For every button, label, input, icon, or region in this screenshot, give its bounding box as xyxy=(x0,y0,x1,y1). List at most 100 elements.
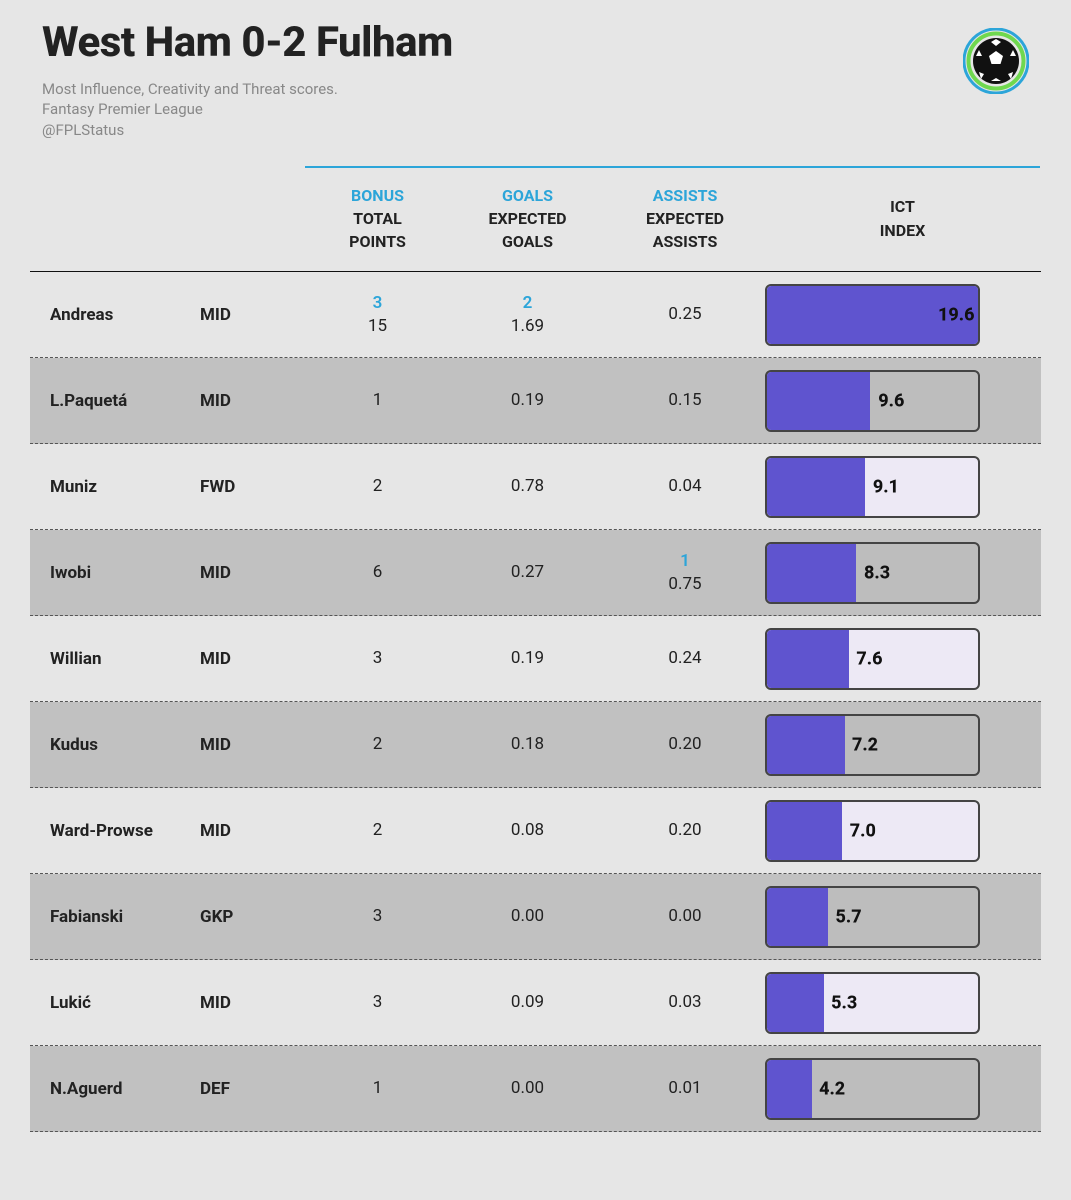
ict-value: 7.6 xyxy=(856,648,882,669)
player-position: MID xyxy=(200,305,305,325)
table-row: L.PaquetáMID10.190.159.6 xyxy=(30,358,1041,444)
col-header-goals: GOALS EXPECTED GOALS xyxy=(450,184,605,254)
ict-value: 7.0 xyxy=(850,820,876,841)
ict-bar-fill xyxy=(767,716,845,774)
bonus-points-cell: 315 xyxy=(305,292,450,338)
player-position: MID xyxy=(200,993,305,1013)
col-header-assists-l2: EXPECTED xyxy=(646,209,724,228)
ict-bar: 8.3 xyxy=(765,542,980,604)
player-position: DEF xyxy=(200,1079,305,1099)
player-name: Lukić xyxy=(30,993,200,1013)
player-name: Kudus xyxy=(30,735,200,755)
header: West Ham 0-2 Fulham Most Influence, Crea… xyxy=(30,0,1041,166)
goals-xg-cell-value: 0.08 xyxy=(450,819,605,842)
bonus-points-cell: 3 xyxy=(305,905,450,928)
ict-bar: 4.2 xyxy=(765,1058,980,1120)
player-position: MID xyxy=(200,391,305,411)
ict-value: 7.2 xyxy=(852,734,878,755)
assists-xa-cell-value: 0.01 xyxy=(605,1077,765,1100)
ict-bar: 7.0 xyxy=(765,800,980,862)
goals-xg-cell-value: 0.00 xyxy=(450,905,605,928)
assists-xa-cell-value: 0.20 xyxy=(605,733,765,756)
col-header-ict-l2: INDEX xyxy=(880,221,926,240)
goals-xg-cell: 0.09 xyxy=(450,991,605,1014)
player-name: Fabianski xyxy=(30,907,200,927)
bonus-points-cell-value: 2 xyxy=(305,475,450,498)
col-header-bonus: BONUS TOTAL POINTS xyxy=(305,184,450,254)
bonus-points-cell-value: 2 xyxy=(305,733,450,756)
bonus-points-cell: 2 xyxy=(305,733,450,756)
goals-xg-cell-value: 0.78 xyxy=(450,475,605,498)
assists-xa-cell: 0.03 xyxy=(605,991,765,1014)
ict-bar: 9.6 xyxy=(765,370,980,432)
header-text-block: West Ham 0-2 Fulham Most Influence, Crea… xyxy=(42,18,963,140)
ict-bar-cell: 8.3 xyxy=(765,542,1040,604)
ict-bar-fill xyxy=(767,974,824,1032)
table-header-rule xyxy=(30,166,1041,168)
player-position: FWD xyxy=(200,477,305,497)
goals-xg-cell: 0.00 xyxy=(450,905,605,928)
player-name: Ward-Prowse xyxy=(30,821,200,841)
assists-xa-cell: 0.24 xyxy=(605,647,765,670)
football-logo-icon xyxy=(963,28,1029,94)
ict-value: 5.7 xyxy=(836,906,862,927)
stats-table: BONUS TOTAL POINTS GOALS EXPECTED GOALS … xyxy=(30,166,1041,1133)
ict-bar-cell: 5.3 xyxy=(765,972,1040,1034)
assists-xa-cell: 0.15 xyxy=(605,389,765,412)
player-name: L.Paquetá xyxy=(30,391,200,411)
assists-xa-cell: 0.01 xyxy=(605,1077,765,1100)
col-header-bonus-l2: TOTAL xyxy=(353,209,402,228)
table-row: FabianskiGKP30.000.005.7 xyxy=(30,874,1041,960)
ict-bar-cell: 9.6 xyxy=(765,370,1040,432)
player-position: MID xyxy=(200,563,305,583)
subtitle: Most Influence, Creativity and Threat sc… xyxy=(42,79,963,140)
player-name: Andreas xyxy=(30,305,200,325)
assists-xa-cell-value: 0.20 xyxy=(605,819,765,842)
assists-xa-cell-value: 0.03 xyxy=(605,991,765,1014)
assists-xa-cell: 0.04 xyxy=(605,475,765,498)
goals-xg-cell-value: 0.19 xyxy=(450,389,605,412)
goals-xg-cell-value: 1.69 xyxy=(450,315,605,338)
ict-bar: 5.3 xyxy=(765,972,980,1034)
goals-xg-cell: 0.00 xyxy=(450,1077,605,1100)
bonus-points-cell: 2 xyxy=(305,819,450,842)
ict-bar-fill xyxy=(767,544,856,602)
bonus-points-cell-value: 15 xyxy=(305,315,450,338)
bonus-points-cell-accent: 3 xyxy=(305,292,450,315)
goals-xg-cell: 0.19 xyxy=(450,389,605,412)
goals-xg-cell-value: 0.27 xyxy=(450,561,605,584)
ict-bar: 19.6 xyxy=(765,284,980,346)
assists-xa-cell-value: 0.24 xyxy=(605,647,765,670)
ict-bar-cell: 4.2 xyxy=(765,1058,1040,1120)
table-header-row: BONUS TOTAL POINTS GOALS EXPECTED GOALS … xyxy=(30,168,1041,273)
col-header-assists: ASSISTS EXPECTED ASSISTS xyxy=(605,184,765,254)
table-row: WillianMID30.190.247.6 xyxy=(30,616,1041,702)
goals-xg-cell: 0.08 xyxy=(450,819,605,842)
ict-bar-fill xyxy=(767,458,865,516)
bonus-points-cell: 1 xyxy=(305,1077,450,1100)
col-header-goals-accent: GOALS xyxy=(502,186,553,205)
ict-bar-fill xyxy=(767,630,849,688)
col-header-goals-l2: EXPECTED xyxy=(488,209,566,228)
ict-bar: 9.1 xyxy=(765,456,980,518)
player-name: Muniz xyxy=(30,477,200,497)
table-row: IwobiMID60.2710.758.3 xyxy=(30,530,1041,616)
bonus-points-cell-value: 3 xyxy=(305,991,450,1014)
bonus-points-cell-value: 1 xyxy=(305,1077,450,1100)
player-position: MID xyxy=(200,821,305,841)
assists-xa-cell: 0.20 xyxy=(605,733,765,756)
ict-bar-cell: 7.6 xyxy=(765,628,1040,690)
assists-xa-cell-value: 0.15 xyxy=(605,389,765,412)
table-body: AndreasMID31521.690.2519.6L.PaquetáMID10… xyxy=(30,272,1041,1132)
col-header-assists-accent: ASSISTS xyxy=(653,186,718,205)
ict-value: 4.2 xyxy=(819,1078,845,1099)
table-row: AndreasMID31521.690.2519.6 xyxy=(30,272,1041,358)
col-header-ict: ICT INDEX xyxy=(765,195,1040,241)
ict-bar-cell: 5.7 xyxy=(765,886,1040,948)
table-row: Ward-ProwseMID20.080.20 7.0 xyxy=(30,788,1041,874)
assists-xa-cell-value: 0.00 xyxy=(605,905,765,928)
table-row: MunizFWD20.780.049.1 xyxy=(30,444,1041,530)
goals-xg-cell-value: 0.18 xyxy=(450,733,605,756)
ict-bar-cell: 7.2 xyxy=(765,714,1040,776)
assists-xa-cell: 10.75 xyxy=(605,550,765,596)
